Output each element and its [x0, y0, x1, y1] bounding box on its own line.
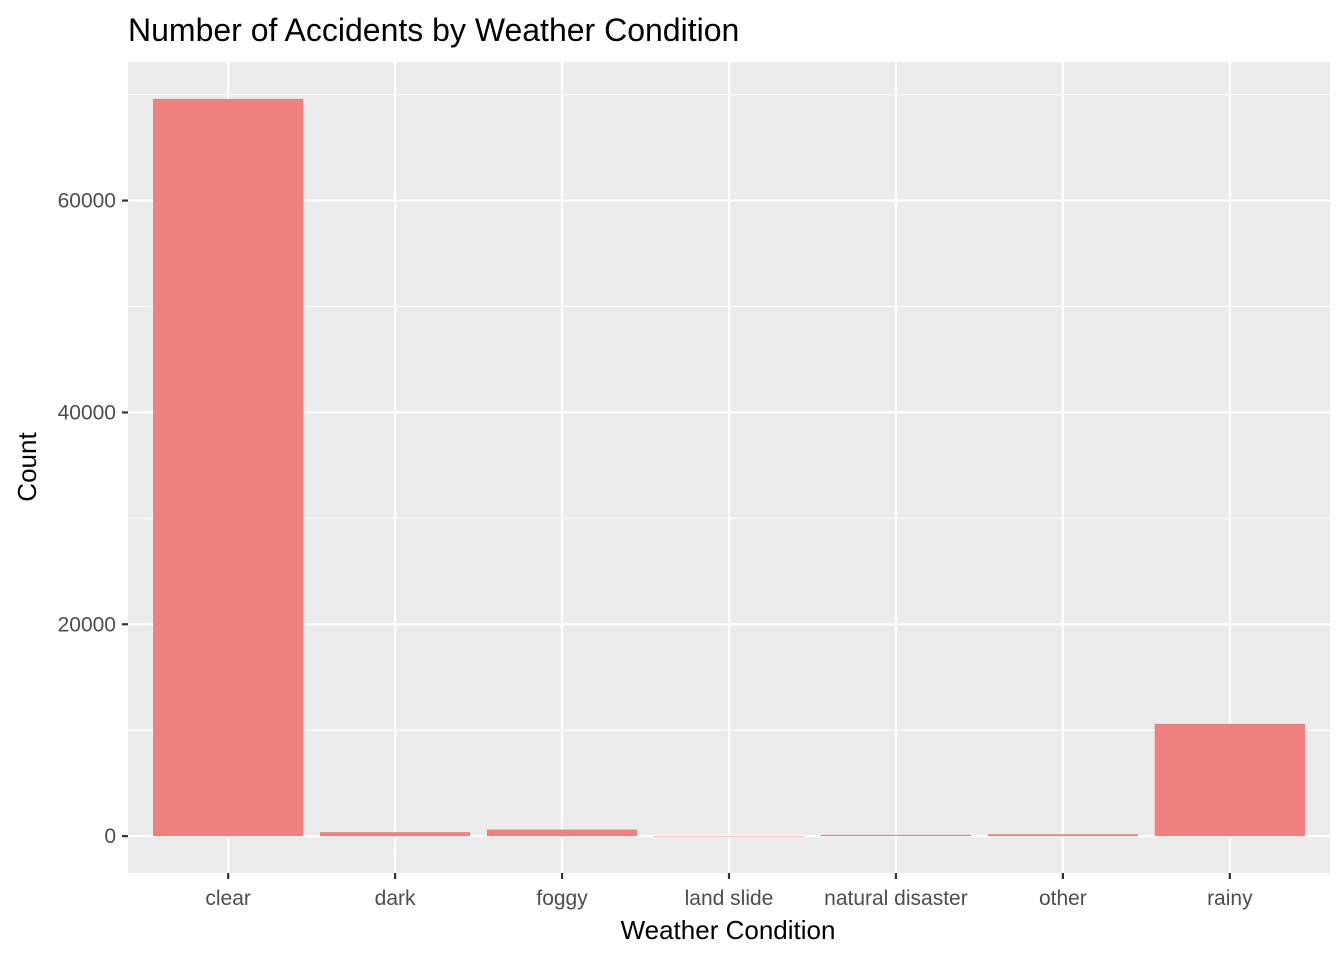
bar-natural-disaster	[820, 834, 972, 837]
y-axis-title: Count	[12, 432, 42, 502]
y-tick-label: 0	[104, 825, 116, 848]
x-tick-label: dark	[375, 887, 416, 910]
bar-foggy	[486, 829, 638, 837]
y-tick-label: 60000	[58, 190, 116, 213]
bar-other	[987, 834, 1139, 837]
bar-clear	[153, 98, 304, 837]
y-axis: 0 20000 40000 60000	[58, 190, 128, 848]
bars	[153, 98, 1305, 837]
bar-dark	[319, 832, 471, 837]
chart-title: Number of Accidents by Weather Condition	[128, 12, 739, 48]
bar-rainy	[1154, 723, 1305, 837]
y-tick-label: 20000	[58, 613, 116, 636]
x-axis-title: Weather Condition	[621, 915, 836, 945]
x-tick-label: land slide	[685, 887, 774, 910]
y-tick-label: 40000	[58, 401, 116, 424]
x-axis: clear dark foggy land slide natural disaster…	[205, 873, 1253, 910]
x-tick-label: natural disaster	[824, 887, 968, 910]
x-tick-label: other	[1039, 887, 1087, 910]
x-tick-label: clear	[205, 887, 251, 910]
x-tick-label: rainy	[1207, 887, 1253, 910]
x-tick-label: foggy	[536, 887, 588, 910]
bar-land-slide	[653, 836, 805, 837]
